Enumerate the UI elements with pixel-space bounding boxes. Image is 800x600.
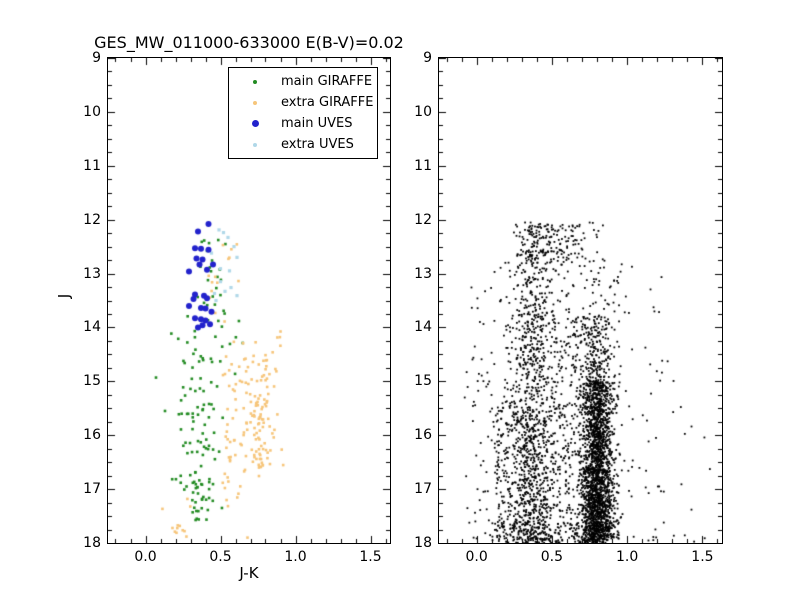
y-tick-label: 12	[414, 211, 432, 228]
y-tick-label: 10	[414, 103, 432, 120]
y-tick-label: 13	[414, 265, 432, 282]
legend-item-label: extra GIRAFFE	[281, 95, 374, 110]
legend-item-label: main GIRAFFE	[281, 74, 373, 89]
x-tick-label: 1.5	[359, 549, 382, 565]
x-tick-label: 0.0	[134, 549, 157, 565]
y-tick-label: 13	[83, 265, 101, 282]
y-tick-label: 11	[83, 157, 101, 174]
legend-item: main GIRAFFE	[229, 71, 377, 92]
green-dot-icon	[253, 79, 257, 84]
y-tick-label: 9	[92, 50, 101, 66]
legend-item: extra UVES	[229, 134, 377, 155]
right-scatter-canvas	[439, 58, 722, 543]
y-tick-label: 17	[83, 481, 101, 498]
y-tick-label: 10	[83, 103, 101, 120]
legend-item-label: main UVES	[281, 116, 353, 131]
legend-marker-cell	[229, 120, 281, 127]
y-tick-label: 14	[414, 319, 432, 336]
x-tick-label: 0.0	[465, 549, 488, 565]
x-tick-label: 0.5	[540, 549, 564, 565]
legend-item: extra GIRAFFE	[229, 92, 377, 113]
blue-dot-icon	[251, 120, 259, 127]
lightblue-dot-icon	[253, 142, 257, 147]
legend-marker-cell	[229, 79, 281, 84]
y-tick-label: 11	[414, 157, 432, 174]
legend-marker-cell	[229, 100, 281, 105]
right-cmd-panel	[438, 57, 723, 544]
x-axis-label: J-K	[239, 564, 259, 582]
left-cmd-panel: main GIRAFFE extra GIRAFFE main UVES extra …	[107, 57, 391, 544]
y-tick-label: 16	[83, 427, 101, 444]
y-axis-label: J	[55, 293, 73, 299]
x-tick-label: 1.5	[691, 549, 714, 565]
y-tick-label: 16	[414, 427, 432, 444]
y-tick-label: 18	[414, 535, 432, 551]
legend-item: main UVES	[229, 113, 377, 134]
legend: main GIRAFFE extra GIRAFFE main UVES extra …	[228, 67, 378, 159]
y-tick-label: 15	[83, 373, 101, 390]
y-tick-label: 9	[423, 50, 432, 66]
y-tick-label: 18	[83, 535, 101, 551]
y-tick-label: 14	[83, 319, 101, 336]
x-tick-label: 0.5	[209, 549, 232, 565]
figure-title: GES_MW_011000-633000 E(B-V)=0.02	[94, 33, 404, 52]
x-tick-label: 1.0	[616, 549, 639, 565]
y-tick-label: 15	[414, 373, 432, 390]
x-tick-label: 1.0	[284, 549, 307, 565]
orange-dot-icon	[253, 100, 257, 105]
y-tick-label: 12	[83, 211, 101, 228]
y-tick-label: 17	[414, 481, 432, 498]
legend-marker-cell	[229, 142, 281, 147]
legend-item-label: extra UVES	[281, 137, 354, 152]
